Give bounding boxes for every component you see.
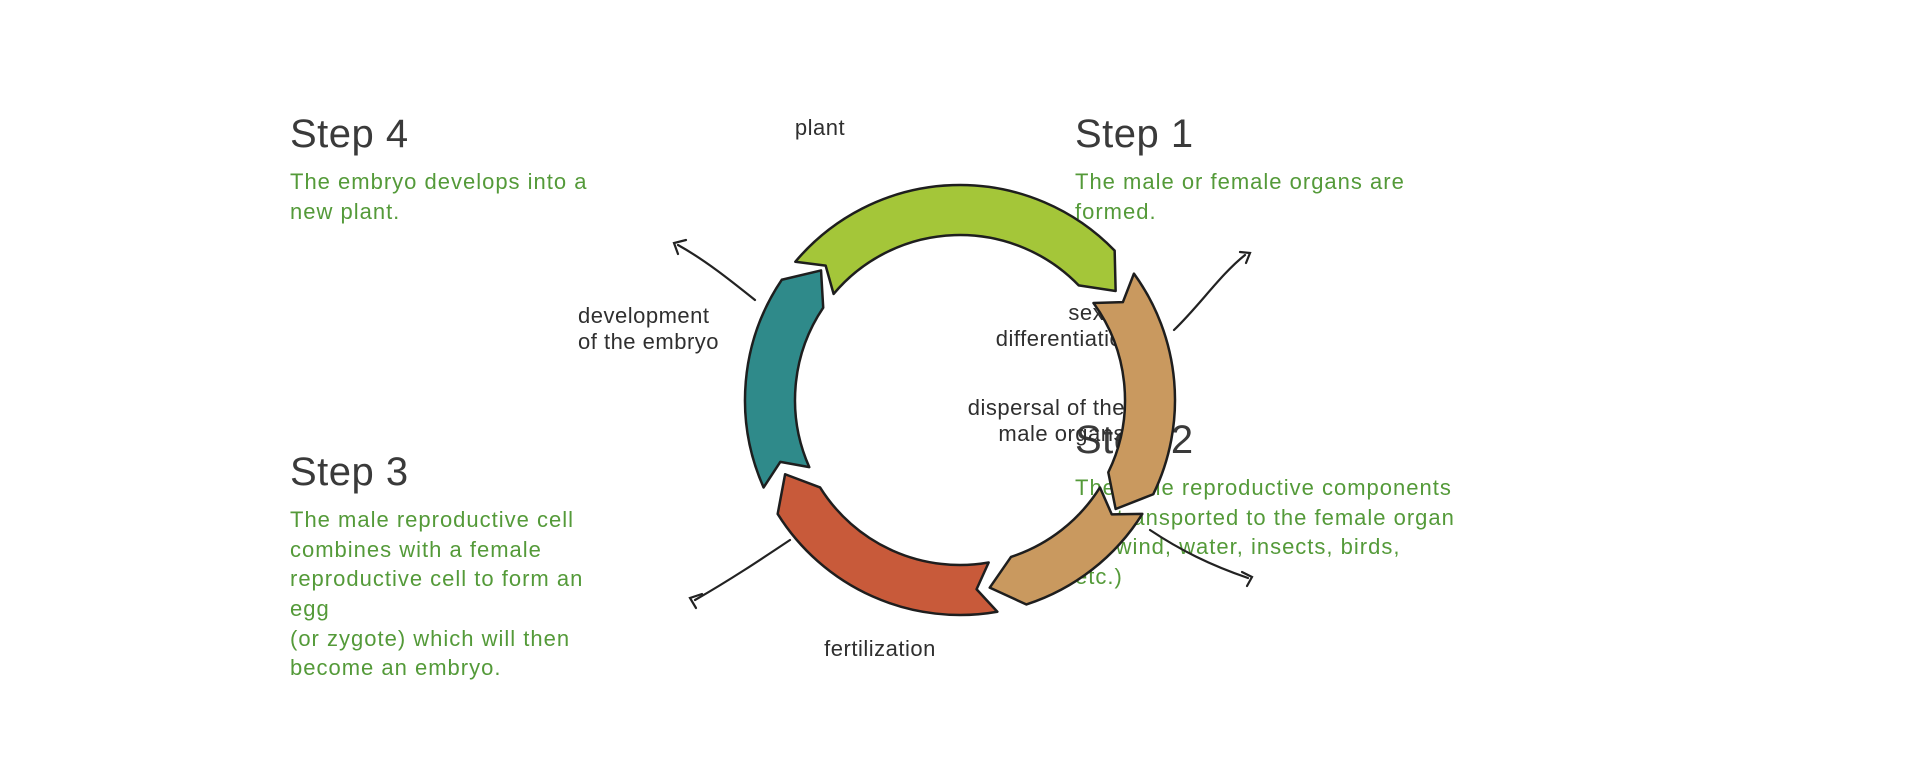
connector-step4 <box>678 245 755 300</box>
segment-plant <box>795 185 1115 294</box>
cycle-diagram <box>560 100 1360 720</box>
connector-step2 <box>1150 530 1248 578</box>
connector-step1 <box>1174 255 1245 330</box>
connector-step3 <box>695 540 790 600</box>
segment-fertilization <box>778 474 998 615</box>
connector-step2-head <box>1242 572 1252 586</box>
segment-sexual_diff <box>1093 274 1175 509</box>
segment-development <box>745 270 823 487</box>
